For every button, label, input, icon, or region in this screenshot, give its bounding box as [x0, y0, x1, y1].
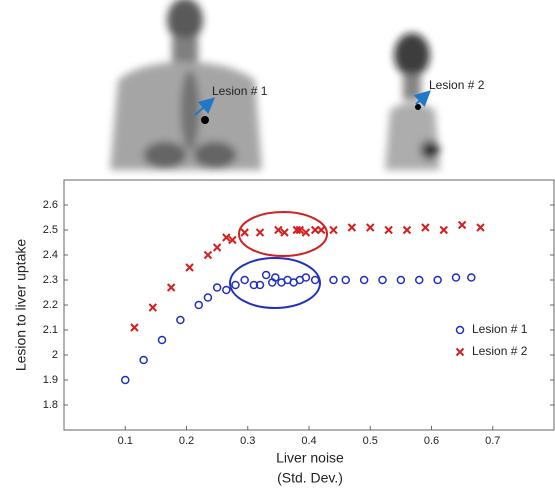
point	[214, 244, 221, 251]
point	[223, 287, 230, 294]
point	[312, 277, 319, 284]
image-label: Lesion # 1	[212, 84, 268, 98]
legend-marker	[457, 349, 464, 356]
point	[468, 274, 475, 281]
point	[149, 304, 156, 311]
y-tick-label: 2.3	[43, 274, 58, 286]
point	[440, 227, 447, 234]
x-tick-label: 0.3	[240, 435, 255, 447]
legend-label: Lesion # 2	[472, 344, 528, 358]
point	[385, 227, 392, 234]
y-tick-label: 1.9	[43, 374, 58, 386]
point	[379, 277, 386, 284]
point	[168, 284, 175, 291]
point	[404, 227, 411, 234]
legend-marker	[457, 327, 464, 334]
x-tick-label: 0.5	[363, 435, 378, 447]
point	[241, 229, 248, 236]
image-label: Lesion # 2	[429, 78, 485, 92]
y-tick-label: 2.2	[43, 299, 58, 311]
x-tick-label: 0.4	[301, 435, 316, 447]
x-axis-label: (Std. Dev.)	[277, 470, 343, 486]
point	[330, 227, 337, 234]
point	[397, 277, 404, 284]
y-tick-label: 2.4	[43, 249, 58, 261]
pet-image-2	[385, 33, 440, 170]
point	[302, 274, 309, 281]
y-tick-label: 2.6	[43, 199, 58, 211]
point	[204, 294, 211, 301]
point	[361, 277, 368, 284]
point	[241, 277, 248, 284]
point	[367, 224, 374, 231]
point	[348, 224, 355, 231]
point	[422, 224, 429, 231]
point	[159, 337, 166, 344]
y-tick-label: 2	[52, 349, 58, 361]
point	[330, 277, 337, 284]
point	[177, 317, 184, 324]
legend-label: Lesion # 1	[472, 322, 528, 336]
point	[459, 222, 466, 229]
x-tick-label: 0.6	[424, 435, 439, 447]
plot-frame	[64, 180, 554, 430]
x-axis-label: Liver noise	[276, 450, 344, 466]
point	[131, 324, 138, 331]
point	[257, 229, 264, 236]
point	[122, 377, 129, 384]
point	[186, 264, 193, 271]
y-tick-label: 2.1	[43, 324, 58, 336]
point	[263, 272, 270, 279]
point	[318, 227, 325, 234]
point	[140, 357, 147, 364]
point	[195, 302, 202, 309]
point	[204, 252, 211, 259]
point	[434, 277, 441, 284]
figure: Lesion # 1 Lesion # 2 Liver noise (Std. …	[0, 0, 555, 491]
point	[453, 274, 460, 281]
point	[342, 277, 349, 284]
y-tick-label: 2.5	[43, 224, 58, 236]
y-axis-label: Lesion to liver uptake	[13, 239, 29, 372]
y-tick-label: 1.8	[43, 399, 58, 411]
point	[214, 284, 221, 291]
x-tick-label: 0.1	[118, 435, 133, 447]
point	[416, 277, 423, 284]
x-tick-label: 0.2	[179, 435, 194, 447]
point	[477, 224, 484, 231]
point	[232, 282, 239, 289]
x-tick-label: 0.7	[485, 435, 500, 447]
